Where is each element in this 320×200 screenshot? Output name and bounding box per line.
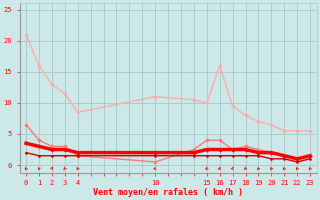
X-axis label: Vent moyen/en rafales ( km/h ): Vent moyen/en rafales ( km/h ) (93, 188, 243, 197)
